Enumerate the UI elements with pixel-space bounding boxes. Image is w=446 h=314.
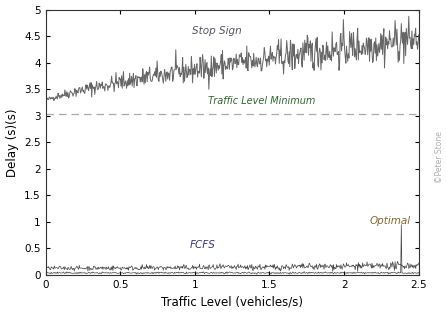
Text: Optimal: Optimal [369,216,411,226]
X-axis label: Traffic Level (vehicles/s): Traffic Level (vehicles/s) [161,295,303,308]
Text: Stop Sign: Stop Sign [192,26,242,36]
Y-axis label: Delay (s)(s): Delay (s)(s) [5,108,19,176]
Text: ©Peter Stone: ©Peter Stone [435,131,444,183]
Text: Traffic Level Minimum: Traffic Level Minimum [208,96,316,106]
Text: FCFS: FCFS [190,240,215,250]
